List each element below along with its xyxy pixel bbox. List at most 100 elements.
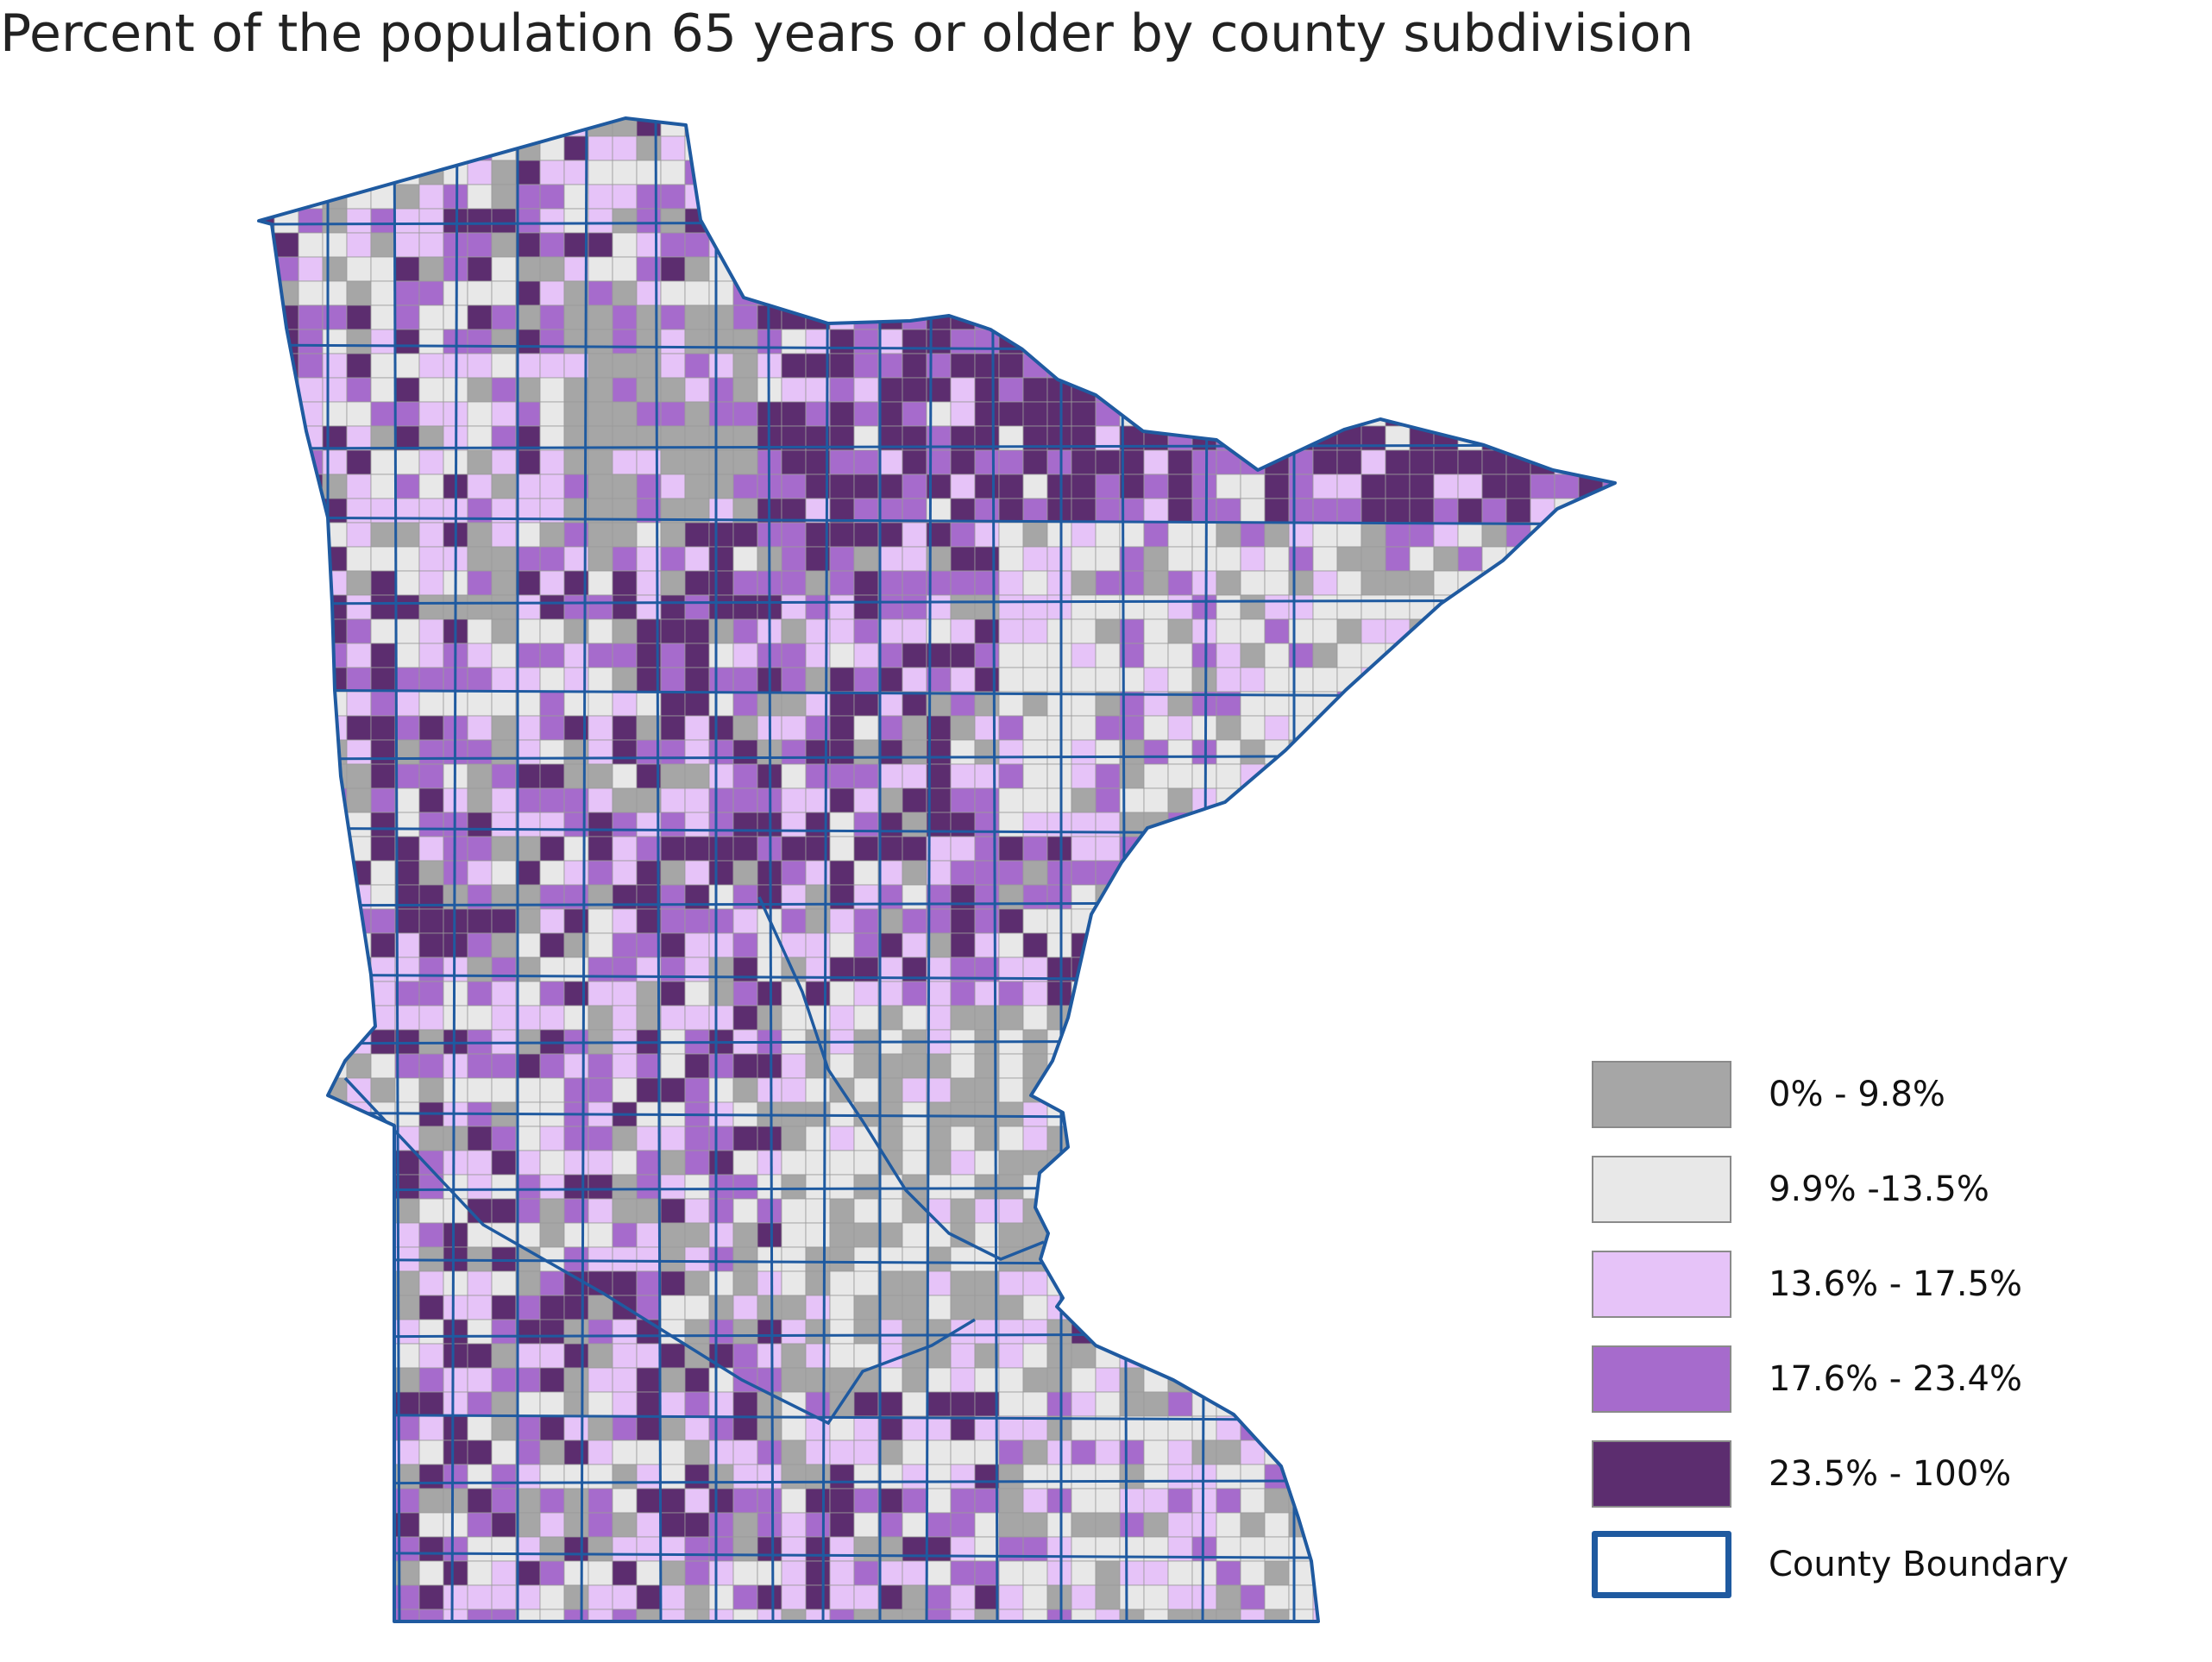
subdivision-cell	[974, 570, 1000, 596]
subdivision-cell	[926, 1512, 952, 1538]
subdivision-cell	[443, 1270, 468, 1296]
subdivision-cell	[1022, 570, 1048, 596]
subdivision-cell	[1385, 1512, 1411, 1538]
subdivision-cell	[1264, 135, 1290, 161]
subdivision-cell	[1385, 1560, 1411, 1586]
subdivision-cell	[418, 1415, 444, 1441]
subdivision-cell	[974, 1343, 1000, 1369]
subdivision-cell	[539, 208, 565, 234]
subdivision-cell	[515, 643, 541, 668]
subdivision-cell	[467, 256, 493, 282]
subdivision-cell	[781, 1415, 807, 1441]
subdivision-cell	[1409, 1584, 1435, 1610]
subdivision-cell	[950, 522, 976, 548]
subdivision-cell	[1409, 1077, 1435, 1103]
subdivision-cell	[539, 715, 565, 741]
subdivision-cell	[950, 981, 976, 1007]
subdivision-cell	[805, 1246, 831, 1272]
subdivision-cell	[829, 377, 855, 403]
subdivision-cell	[1530, 401, 1555, 427]
subdivision-cell	[1530, 280, 1555, 306]
subdivision-cell	[974, 618, 1000, 644]
subdivision-cell	[1336, 1198, 1362, 1224]
subdivision-cell	[298, 1512, 324, 1538]
subdivision-cell	[515, 546, 541, 572]
subdivision-cell	[950, 1053, 976, 1079]
subdivision-cell	[1433, 763, 1459, 789]
subdivision-cell	[322, 1343, 348, 1369]
subdivision-cell	[322, 425, 348, 451]
subdivision-cell	[1409, 884, 1435, 910]
subdivision-cell	[418, 1126, 444, 1151]
subdivision-cell	[1336, 763, 1362, 789]
subdivision-cell	[539, 667, 565, 693]
subdivision-cell	[708, 474, 734, 499]
subdivision-cell	[1530, 1584, 1555, 1610]
subdivision-cell	[902, 304, 927, 330]
subdivision-cell	[1457, 908, 1483, 934]
subdivision-cell	[732, 1343, 758, 1369]
subdivision-cell	[732, 1367, 758, 1393]
subdivision-cell	[1022, 836, 1048, 862]
subdivision-cell	[346, 377, 372, 403]
subdivision-cell	[1433, 280, 1459, 306]
subdivision-cell	[1264, 1584, 1290, 1610]
subdivision-cell	[273, 643, 299, 668]
subdivision-cell	[1240, 884, 1266, 910]
subdivision-cell	[1554, 1101, 1580, 1127]
subdivision-cell	[370, 1222, 396, 1248]
subdivision-cell	[1312, 1222, 1338, 1248]
subdivision-cell	[1071, 1609, 1097, 1621]
subdivision-cell	[877, 184, 903, 210]
subdivision-cell	[1336, 304, 1362, 330]
subdivision-cell	[346, 160, 372, 185]
subdivision-cell	[732, 836, 758, 862]
subdivision-cell	[1167, 1319, 1193, 1345]
subdivision-cell	[394, 860, 420, 886]
subdivision-cell	[467, 1343, 493, 1369]
subdivision-cell	[781, 1005, 807, 1031]
subdivision-cell	[491, 401, 517, 427]
subdivision-cell	[394, 1053, 420, 1079]
subdivision-cell	[829, 594, 855, 620]
subdivision-cell	[1095, 1488, 1121, 1514]
subdivision-cell	[829, 474, 855, 499]
subdivision-cell	[467, 449, 493, 475]
subdivision-cell	[1602, 618, 1615, 644]
subdivision-cell	[491, 329, 517, 354]
subdivision-cell	[1578, 498, 1604, 524]
subdivision-cell	[273, 232, 299, 258]
subdivision-cell	[273, 1295, 299, 1320]
subdivision-cell	[1433, 401, 1459, 427]
subdivision-cell	[273, 280, 299, 306]
subdivision-cell	[1071, 329, 1097, 354]
subdivision-cell	[1385, 1415, 1411, 1441]
subdivision-cell	[588, 232, 613, 258]
subdivision-cell	[829, 981, 855, 1007]
subdivision-cell	[588, 860, 613, 886]
subdivision-cell	[491, 715, 517, 741]
subdivision-cell	[1312, 1029, 1338, 1055]
subdivision-cell	[1336, 1029, 1362, 1055]
subdivision-cell	[853, 1295, 879, 1320]
subdivision-cell	[1240, 1150, 1266, 1176]
subdivision-cell	[418, 1198, 444, 1224]
subdivision-cell	[539, 1077, 565, 1103]
subdivision-cell	[1191, 474, 1217, 499]
subdivision-cell	[1216, 763, 1241, 789]
subdivision-cell	[757, 184, 782, 210]
subdivision-cell	[259, 522, 275, 548]
subdivision-cell	[1578, 1609, 1604, 1621]
subdivision-cell	[1216, 594, 1241, 620]
subdivision-cell	[1046, 232, 1072, 258]
subdivision-cell	[467, 1174, 493, 1200]
subdivision-cell	[1433, 256, 1459, 282]
subdivision-cell	[1071, 1343, 1097, 1369]
subdivision-cell	[853, 860, 879, 886]
subdivision-cell	[902, 643, 927, 668]
subdivision-cell	[1071, 1488, 1097, 1514]
subdivision-cell	[998, 715, 1024, 741]
subdivision-cell	[1385, 280, 1411, 306]
subdivision-cell	[491, 836, 517, 862]
